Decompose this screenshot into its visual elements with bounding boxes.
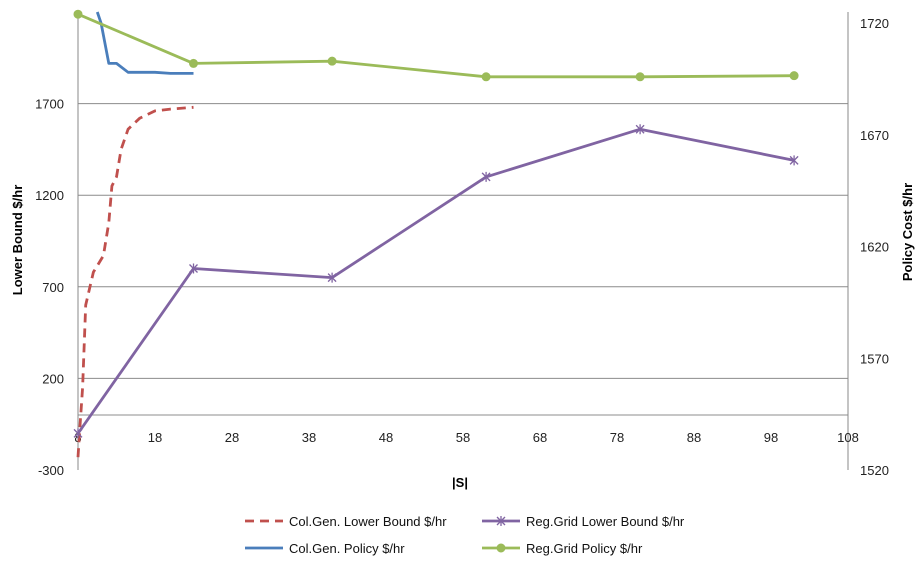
legend-label-col-gen-lower-bound-hr: Col.Gen. Lower Bound $/hr (289, 514, 447, 529)
data-point-reg-grid-lower-bound-hr (73, 428, 83, 439)
series-line-reg-grid-policy-hr (77, 12, 795, 79)
legend-marker-reg-grid-lower-bound-hr (496, 516, 506, 526)
y-left-tick-label: -300 (38, 463, 64, 478)
y-right-tick-label: 1570 (860, 351, 889, 366)
data-point-reg-grid-lower-bound-hr (327, 272, 337, 283)
x-tick-label: 38 (302, 430, 316, 445)
y-left-tick-label: 200 (42, 371, 64, 386)
x-tick-label: 68 (533, 430, 547, 445)
x-tick-label: 58 (456, 430, 470, 445)
x-tick-label: 28 (225, 430, 239, 445)
x-tick-label: 108 (837, 430, 859, 445)
legend-label-reg-grid-lower-bound-hr: Reg.Grid Lower Bound $/hr (526, 514, 685, 529)
y-left-tick-label: 700 (42, 280, 64, 295)
x-tick-label: 48 (379, 430, 393, 445)
x-axis-title: |S| (452, 475, 468, 490)
data-point-reg-grid-lower-bound-hr (189, 263, 198, 274)
y-axis-right-title: Policy Cost $/hr (900, 183, 915, 281)
y-right-tick-label: 1520 (860, 463, 889, 478)
legend-marker-reg-grid-policy-hr (496, 543, 506, 553)
legend-label-col-gen-policy-hr: Col.Gen. Policy $/hr (289, 541, 405, 556)
data-point-reg-grid-policy-hr (327, 56, 337, 66)
y-left-tick-label: 1200 (35, 188, 64, 203)
data-point-reg-grid-lower-bound-hr (789, 155, 799, 166)
legend-label-reg-grid-policy-hr: Reg.Grid Policy $/hr (526, 541, 643, 556)
x-tick-label: 88 (687, 430, 701, 445)
x-tick-label: 18 (148, 430, 162, 445)
data-point-reg-grid-policy-hr (481, 72, 491, 82)
tick-labels: 8182838485868788898108-30020070012001700… (35, 16, 889, 478)
legend: Col.Gen. Lower Bound $/hr Reg.Grid Lower … (245, 514, 685, 556)
data-point-reg-grid-policy-hr (73, 9, 83, 19)
y-right-tick-label: 1620 (860, 240, 889, 255)
x-tick-label: 78 (610, 430, 624, 445)
data-point-reg-grid-policy-hr (635, 72, 645, 82)
series-line-reg-grid-lower-bound-hr (76, 127, 795, 435)
y-axis-left-title: Lower Bound $/hr (10, 185, 25, 296)
series-line-col-gen-lower-bound-hr (76, 105, 194, 458)
axes (77, 12, 849, 470)
data-point-reg-grid-lower-bound-hr (635, 124, 645, 135)
data-point-reg-grid-policy-hr (789, 71, 799, 81)
data-point-reg-grid-policy-hr (189, 58, 198, 68)
gridlines (78, 103, 848, 416)
y-right-tick-label: 1720 (860, 16, 889, 31)
y-right-tick-label: 1670 (860, 128, 889, 143)
data-point-reg-grid-lower-bound-hr (481, 171, 491, 182)
series-layer (73, 9, 799, 458)
series-line-col-gen-policy-hr (95, 11, 194, 75)
x-tick-label: 98 (764, 430, 778, 445)
y-left-tick-label: 1700 (35, 97, 64, 112)
